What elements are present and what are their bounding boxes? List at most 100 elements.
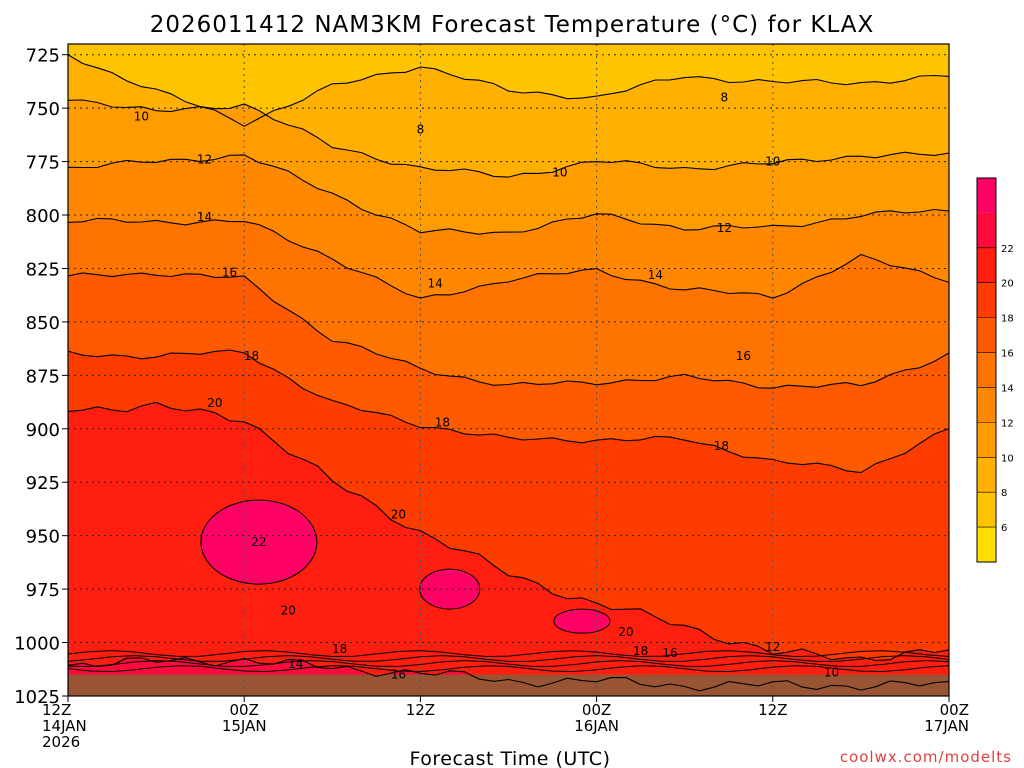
y-tick-label: 1025 bbox=[14, 687, 60, 708]
isotherm-contours bbox=[68, 54, 949, 692]
contour-label: 12 bbox=[765, 640, 780, 654]
contour-label: 16 bbox=[736, 349, 751, 363]
contour-label: 14 bbox=[648, 268, 663, 282]
colorbar-label: 10 bbox=[1001, 453, 1014, 464]
contour-label: 14 bbox=[288, 657, 303, 671]
contour-label: 18 bbox=[633, 644, 648, 658]
y-tick-label: 850 bbox=[26, 313, 60, 334]
isotherm-12 bbox=[68, 154, 949, 235]
contour-label: 12 bbox=[717, 221, 732, 235]
x-tick-label: 16JAN bbox=[574, 717, 619, 735]
x-tick-label: 12Z bbox=[758, 701, 787, 719]
x-tick-label: 12Z bbox=[42, 701, 71, 719]
colorbar-swatch bbox=[977, 527, 996, 562]
warm-core bbox=[200, 499, 318, 585]
colorbar-swatch bbox=[977, 317, 996, 353]
contour-labels: 8 8 10 10 10 10 12 12 12 14 14 14 14 16 16 16 16 18 18 18 18… bbox=[134, 90, 839, 681]
contour-label: 18 bbox=[435, 415, 450, 429]
y-tick-label: 1000 bbox=[14, 634, 60, 655]
warm-core bbox=[553, 608, 611, 634]
isotherm-22 bbox=[68, 657, 949, 692]
colorbar-label: 12 bbox=[1001, 418, 1014, 429]
contour-label: 20 bbox=[207, 396, 222, 410]
contour-label: 22 bbox=[251, 535, 266, 549]
contour-label: 10 bbox=[824, 665, 839, 679]
contour-label: 8 bbox=[417, 123, 425, 137]
contour-label: 20 bbox=[618, 625, 633, 639]
contour-label: 16 bbox=[222, 266, 237, 280]
colorbar-swatch bbox=[977, 282, 996, 318]
x-tick-label: 00Z bbox=[230, 701, 259, 719]
contour-label: 10 bbox=[765, 155, 780, 169]
contour-label: 18 bbox=[244, 349, 259, 363]
surface-isotherm bbox=[68, 655, 949, 662]
y-tick-label: 825 bbox=[26, 259, 60, 280]
contour-label: 16 bbox=[662, 646, 677, 660]
contour-label: 18 bbox=[714, 439, 729, 453]
contour-label: 10 bbox=[134, 110, 149, 124]
x-tick-label: 15JAN bbox=[222, 717, 267, 735]
contour-label: 18 bbox=[332, 642, 347, 656]
colorbar-frame bbox=[976, 177, 997, 563]
plot-area bbox=[68, 44, 949, 696]
chart-title: 2026011412 NAM3KM Forecast Temperature (… bbox=[150, 12, 875, 38]
contour-label: 14 bbox=[427, 276, 442, 290]
y-tick-label: 750 bbox=[26, 99, 60, 120]
y-tick-label: 775 bbox=[26, 153, 60, 174]
colorbar-swatch bbox=[977, 352, 996, 388]
x-tick-label: 14JAN bbox=[42, 717, 87, 735]
colorbar-swatch bbox=[977, 457, 996, 493]
plot-frame bbox=[67, 43, 950, 697]
colorbar-label: 18 bbox=[1001, 314, 1014, 325]
isotherm-16 bbox=[68, 272, 949, 389]
y-tick-label: 950 bbox=[26, 527, 60, 548]
colorbar-swatch bbox=[977, 387, 996, 423]
warm-core bbox=[419, 568, 481, 610]
colorbar-label: 16 bbox=[1001, 349, 1014, 360]
x-axis-label: Forecast Time (UTC) bbox=[410, 748, 611, 768]
colorbar-swatch bbox=[977, 247, 996, 283]
x-tick-label: 00Z bbox=[940, 701, 969, 719]
colorbar-legend: 6 8 10 12 14 16 18 20 22 bbox=[976, 177, 1014, 563]
x-tick-label: 12Z bbox=[406, 701, 435, 719]
y-tick-label: 925 bbox=[26, 473, 60, 494]
contour-label: 8 bbox=[721, 90, 729, 104]
colorbar-label: 6 bbox=[1001, 523, 1007, 534]
isotherm-10 bbox=[68, 99, 949, 178]
x-tick-label: 2026 bbox=[42, 733, 80, 751]
isotherm-14 bbox=[68, 217, 949, 299]
colorbar-swatch bbox=[977, 492, 996, 528]
surface-isotherm bbox=[68, 660, 949, 668]
contour-label: 16 bbox=[391, 668, 406, 682]
isotherm-8 bbox=[68, 54, 949, 127]
y-tick-label: 875 bbox=[26, 366, 60, 387]
contour-label: 14 bbox=[197, 210, 212, 224]
isotherm-18 bbox=[68, 349, 949, 474]
y-tick-label: 725 bbox=[26, 46, 60, 67]
below-ground bbox=[68, 674, 949, 696]
isotherm-20 bbox=[68, 401, 949, 662]
y-tick-label: 975 bbox=[26, 580, 60, 601]
contour-label: 12 bbox=[197, 152, 212, 166]
colorbar-swatch bbox=[977, 422, 996, 458]
y-axis: 725 750 775 800 825 850 875 900 925 950 975 1000 102… bbox=[14, 46, 68, 708]
colorbar-swatch bbox=[977, 178, 996, 213]
y-tick-label: 800 bbox=[26, 206, 60, 227]
surface-isotherm bbox=[68, 650, 949, 658]
temperature-band-20 bbox=[68, 402, 949, 696]
x-tick-label: 00Z bbox=[582, 701, 611, 719]
colorbar-label: 14 bbox=[1001, 383, 1014, 394]
credit-text[interactable]: coolwx.com/modelts bbox=[840, 748, 1012, 766]
contour-label: 20 bbox=[391, 507, 406, 521]
y-tick-label: 900 bbox=[26, 420, 60, 441]
colorbar-label: 20 bbox=[1001, 279, 1014, 290]
colorbar-swatch bbox=[977, 212, 996, 248]
colorbar-label: 8 bbox=[1001, 488, 1007, 499]
x-tick-label: 17JAN bbox=[924, 717, 969, 735]
contour-label: 10 bbox=[552, 165, 567, 179]
contour-label: 20 bbox=[281, 603, 296, 617]
surface-isotherm bbox=[68, 665, 949, 673]
colorbar-label: 22 bbox=[1001, 244, 1014, 255]
